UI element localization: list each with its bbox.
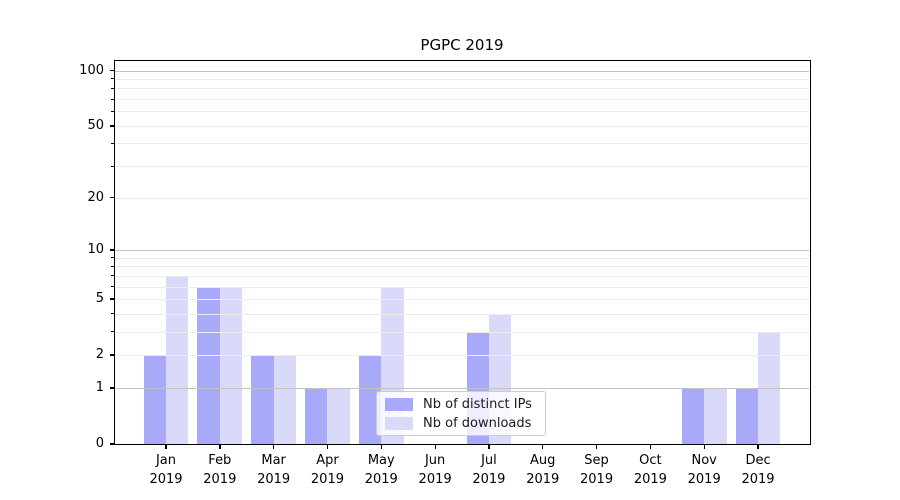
bar-nb-of-distinct-ips-dec xyxy=(735,387,758,444)
x-tick-label: Dec 2019 xyxy=(741,453,775,487)
x-tick-mark xyxy=(542,444,544,449)
x-tick-label: May 2019 xyxy=(364,453,398,487)
minor-gridline xyxy=(115,88,809,90)
minor-gridline xyxy=(115,143,809,145)
y-tick-label: 1 xyxy=(95,379,104,395)
y-tick-mark xyxy=(109,443,114,445)
y-minor-tick-mark xyxy=(111,98,114,100)
bar-nb-of-downloads-jan xyxy=(166,275,189,444)
y-minor-tick-mark xyxy=(111,87,114,89)
minor-gridline xyxy=(115,313,809,315)
x-tick-mark xyxy=(649,444,652,449)
major-gridline xyxy=(115,387,809,389)
bar-nb-of-downloads-apr xyxy=(327,387,350,444)
bar-nb-of-distinct-ips-nov xyxy=(681,387,705,444)
minor-gridline xyxy=(115,298,809,300)
x-tick-label: Sep 2019 xyxy=(580,453,614,487)
minor-gridline xyxy=(115,78,809,80)
legend-swatch-distinct-ips-icon xyxy=(385,397,413,411)
bar-nb-of-downloads-mar xyxy=(273,355,297,444)
minor-gridline xyxy=(115,266,809,268)
x-tick-mark xyxy=(488,444,490,449)
minor-gridline xyxy=(115,355,809,357)
x-tick-mark xyxy=(434,444,436,449)
y-tick-label: 2 xyxy=(95,347,104,363)
minor-gridline xyxy=(115,111,809,113)
bar-nb-of-distinct-ips-apr xyxy=(305,387,328,444)
x-tick-mark xyxy=(703,444,705,449)
minor-gridline xyxy=(115,275,809,277)
major-gridline xyxy=(115,249,809,251)
legend-item-distinct-ips: Nb of distinct IPs xyxy=(385,396,537,412)
y-tick-label: 10 xyxy=(87,241,104,257)
y-tick-label: 100 xyxy=(79,62,104,78)
y-minor-tick-mark xyxy=(111,110,114,112)
legend: Nb of distinct IPs Nb of downloads xyxy=(376,391,546,436)
legend-swatch-downloads-icon xyxy=(385,416,413,430)
x-tick-label: Jul 2019 xyxy=(472,453,506,487)
x-tick-label: Apr 2019 xyxy=(310,453,344,487)
minor-gridline xyxy=(115,286,809,288)
y-minor-tick-mark xyxy=(111,142,114,144)
x-tick-label: Jan 2019 xyxy=(149,453,183,487)
y-minor-tick-mark xyxy=(111,286,114,288)
bar-nb-of-distinct-ips-may xyxy=(358,355,382,444)
y-minor-tick-mark xyxy=(111,298,114,300)
y-minor-tick-mark xyxy=(111,354,114,356)
y-tick-mark xyxy=(109,387,114,389)
minor-gridline xyxy=(115,99,809,101)
y-minor-tick-mark xyxy=(111,78,114,80)
y-minor-tick-mark xyxy=(111,265,114,267)
y-tick-label: 5 xyxy=(95,290,104,306)
legend-label-distinct-ips: Nb of distinct IPs xyxy=(423,396,532,412)
bar-nb-of-distinct-ips-feb xyxy=(197,286,220,444)
x-tick-mark xyxy=(219,444,221,449)
y-minor-tick-mark xyxy=(111,275,114,277)
x-tick-label: Feb 2019 xyxy=(203,453,237,487)
bar-nb-of-distinct-ips-mar xyxy=(251,355,274,444)
bar-nb-of-downloads-feb xyxy=(219,286,243,444)
x-tick-label: Jun 2019 xyxy=(418,453,452,487)
x-tick-mark xyxy=(757,444,759,449)
bar-nb-of-distinct-ips-jan xyxy=(143,355,166,444)
minor-gridline xyxy=(115,125,809,127)
major-gridline xyxy=(115,70,809,72)
x-tick-label: Oct 2019 xyxy=(633,453,667,487)
y-tick-label: 50 xyxy=(87,117,104,133)
x-tick-mark xyxy=(326,444,329,449)
y-minor-tick-mark xyxy=(111,197,114,199)
y-tick-mark xyxy=(109,249,114,251)
x-tick-mark xyxy=(165,444,167,449)
y-minor-tick-mark xyxy=(111,165,114,167)
legend-label-downloads: Nb of downloads xyxy=(423,415,532,431)
legend-item-downloads: Nb of downloads xyxy=(385,415,537,431)
minor-gridline xyxy=(115,197,809,199)
y-minor-tick-mark xyxy=(111,257,114,259)
chart-title: PGPC 2019 xyxy=(420,36,504,54)
y-minor-tick-mark xyxy=(111,313,114,315)
y-minor-tick-mark xyxy=(111,125,114,127)
minor-gridline xyxy=(115,331,809,333)
minor-gridline xyxy=(115,166,809,168)
x-tick-label: Mar 2019 xyxy=(257,453,291,487)
bar-nb-of-downloads-nov xyxy=(704,387,727,444)
x-tick-label: Nov 2019 xyxy=(687,453,721,487)
x-tick-mark xyxy=(273,444,275,449)
y-minor-tick-mark xyxy=(111,331,114,333)
x-tick-mark xyxy=(380,444,382,449)
x-tick-label: Aug 2019 xyxy=(526,453,560,487)
x-tick-mark xyxy=(595,444,598,449)
y-tick-label: 20 xyxy=(87,189,104,205)
y-tick-label: 0 xyxy=(95,436,104,451)
minor-gridline xyxy=(115,257,809,259)
y-tick-mark xyxy=(109,69,114,72)
